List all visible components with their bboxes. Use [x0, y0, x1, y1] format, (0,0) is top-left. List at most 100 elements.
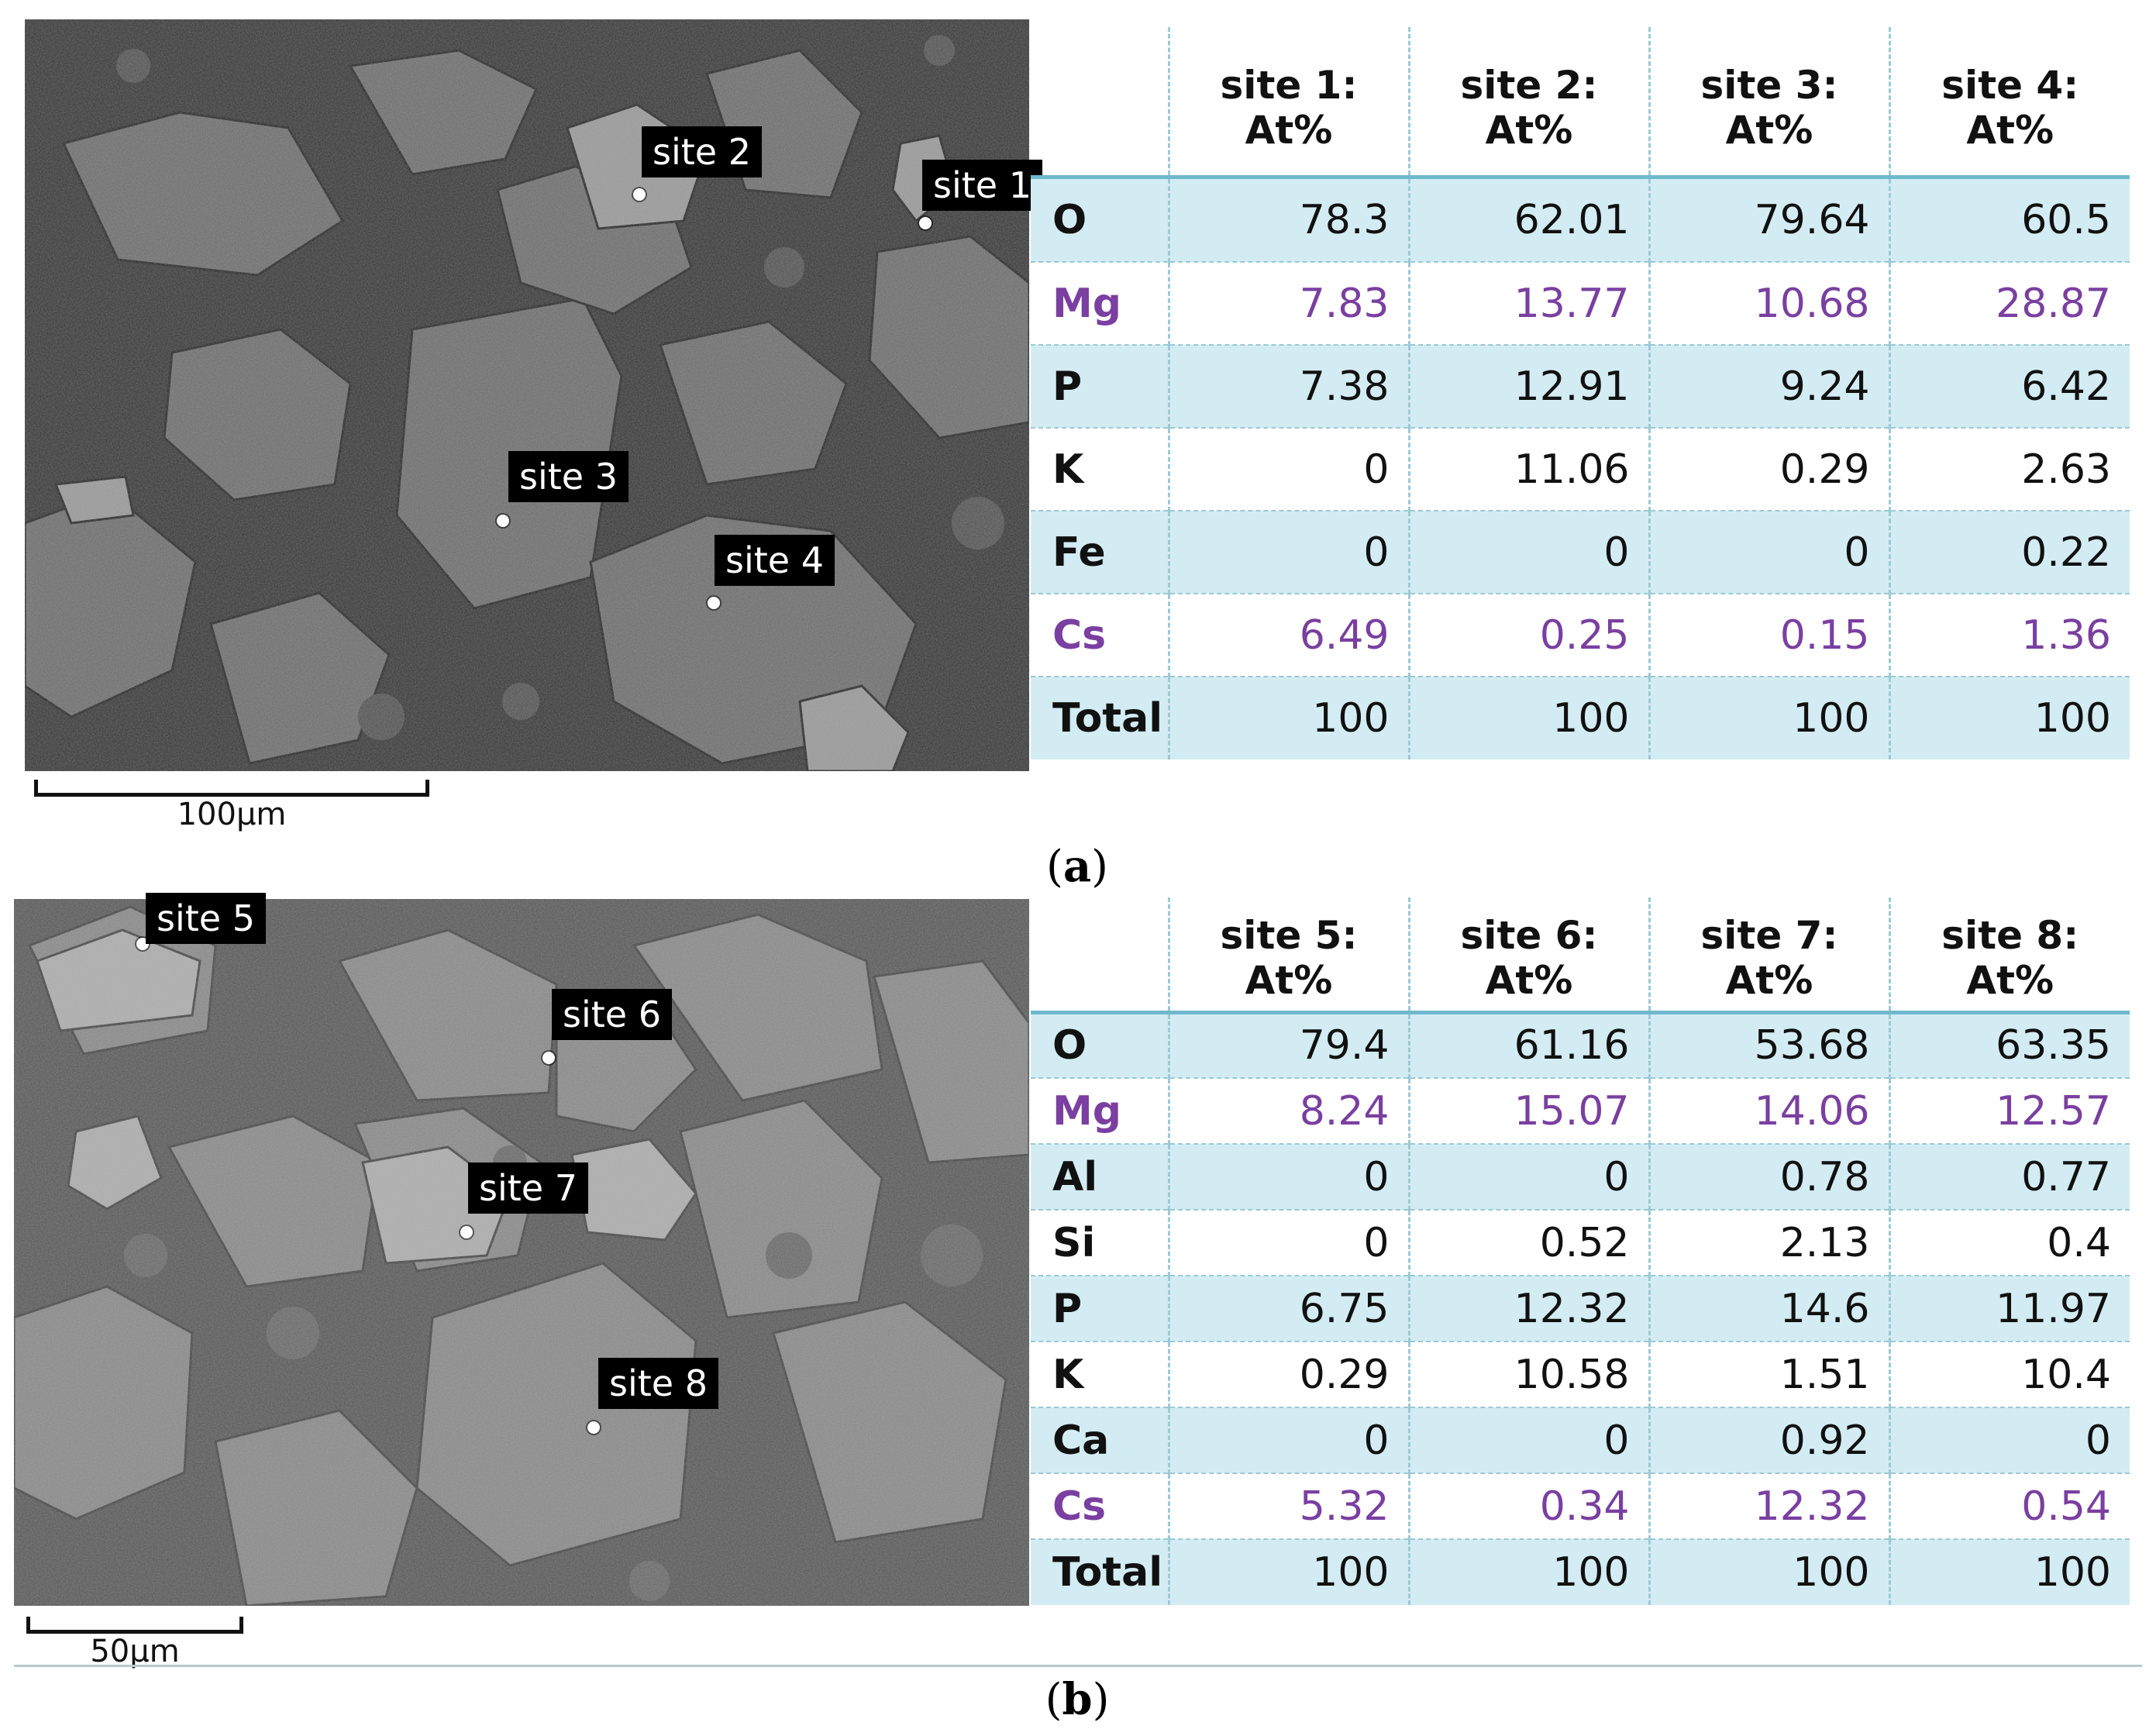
site-marker-dot: [919, 217, 932, 229]
value-cell: 100: [1167, 676, 1409, 760]
value-cell: 8.24: [1167, 1077, 1409, 1144]
value-cell: 0.15: [1648, 593, 1889, 677]
value-cell: 12.91: [1407, 344, 1649, 428]
column-header: site 4: At%: [1888, 27, 2130, 177]
value-cell: 1.51: [1648, 1341, 1889, 1407]
element-cell: O: [1031, 1010, 1169, 1078]
site-marker-dot: [708, 597, 720, 609]
table-row: Total 100 100 100 100: [1031, 1538, 2130, 1605]
element-cell: Mg: [1031, 261, 1169, 345]
corner-header: [1031, 27, 1169, 177]
site-label: site 7: [468, 1162, 588, 1214]
element-cell: Cs: [1031, 1472, 1169, 1539]
value-cell: 63.35: [1888, 1010, 2130, 1078]
table-row: Al 0 0 0.78 0.77: [1031, 1143, 2130, 1210]
value-cell: 60.5: [1888, 174, 2130, 262]
table-row: O 79.4 61.16 53.68 63.35: [1031, 1010, 2130, 1078]
table-row: Si 0 0.52 2.13 0.4: [1031, 1209, 2130, 1276]
element-cell: O: [1031, 174, 1169, 262]
scale-bar-label: 100μm: [177, 797, 287, 832]
column-header: site 6: At%: [1407, 897, 1649, 1012]
value-cell: 0.29: [1648, 427, 1889, 511]
column-header: site 7: At%: [1648, 897, 1889, 1012]
element-cell: Ca: [1031, 1407, 1169, 1473]
site-marker-dot: [633, 188, 646, 201]
panel-letter: a: [1063, 841, 1092, 892]
site-marker-dot: [497, 515, 509, 527]
site-label: site 2: [642, 126, 762, 177]
table-row: Fe 0 0 0 0.22: [1031, 510, 2130, 594]
scale-bar: 100μm: [34, 780, 429, 834]
value-cell: 15.07: [1407, 1077, 1649, 1144]
value-cell: 6.49: [1167, 593, 1409, 677]
element-cell: Cs: [1031, 593, 1169, 677]
value-cell: 78.3: [1167, 174, 1409, 262]
value-cell: 79.4: [1167, 1010, 1409, 1078]
table-row: K 0 11.06 0.29 2.63: [1031, 427, 2130, 511]
panel-letter: b: [1062, 1674, 1093, 1725]
value-cell: 5.32: [1167, 1472, 1409, 1539]
value-cell: 0.25: [1407, 593, 1649, 677]
column-header: site 5: At%: [1167, 897, 1409, 1012]
value-cell: 6.42: [1888, 344, 2130, 428]
value-cell: 0.78: [1648, 1143, 1889, 1210]
value-cell: 62.01: [1407, 174, 1649, 262]
value-cell: 28.87: [1888, 261, 2130, 345]
value-cell: 11.97: [1888, 1275, 2130, 1342]
value-cell: 0.77: [1888, 1143, 2130, 1210]
column-header: site 3: At%: [1648, 27, 1889, 177]
element-cell: P: [1031, 344, 1169, 428]
site-label: site 4: [715, 535, 835, 586]
site-marker-dot: [587, 1421, 600, 1434]
site-marker-dot: [460, 1226, 473, 1238]
table-row: P 6.75 12.32 14.6 11.97: [1031, 1275, 2130, 1342]
value-cell: 0.34: [1407, 1472, 1649, 1539]
panel-label-a: (a): [1045, 841, 1108, 892]
panel-label-b: (b): [1045, 1674, 1110, 1725]
element-cell: Total: [1031, 676, 1169, 760]
value-cell: 14.6: [1648, 1275, 1889, 1342]
sem-image-b: [14, 899, 1029, 1606]
element-cell: P: [1031, 1275, 1169, 1342]
table-row: K 0.29 10.58 1.51 10.4: [1031, 1341, 2130, 1407]
value-cell: 2.63: [1888, 427, 2130, 511]
value-cell: 14.06: [1648, 1077, 1889, 1144]
table-row: Cs 5.32 0.34 12.32 0.54: [1031, 1472, 2130, 1539]
element-cell: Al: [1031, 1143, 1169, 1210]
value-cell: 100: [1407, 1538, 1649, 1605]
value-cell: 11.06: [1407, 427, 1649, 511]
value-cell: 0: [1407, 1407, 1649, 1473]
value-cell: 0: [1167, 427, 1409, 511]
value-cell: 100: [1888, 676, 2130, 760]
value-cell: 0: [1407, 1143, 1649, 1210]
scale-bar-line: [34, 780, 429, 797]
column-header: site 2: At%: [1407, 27, 1649, 177]
element-cell: Fe: [1031, 510, 1169, 594]
value-cell: 0: [1888, 1407, 2130, 1473]
value-cell: 12.32: [1407, 1275, 1649, 1342]
value-cell: 7.83: [1167, 261, 1409, 345]
value-cell: 7.38: [1167, 344, 1409, 428]
table-row: O 78.3 62.01 79.64 60.5: [1031, 174, 2130, 262]
scale-bar: 50μm: [26, 1617, 243, 1671]
value-cell: 0: [1407, 510, 1649, 594]
element-cell: Total: [1031, 1538, 1169, 1605]
scale-bar-line: [26, 1617, 243, 1634]
value-cell: 61.16: [1407, 1010, 1649, 1078]
eds-table-b: site 5: At% site 6: At% site 7: At% site…: [1031, 897, 2130, 1605]
corner-header: [1031, 897, 1169, 1012]
value-cell: 0.52: [1407, 1209, 1649, 1276]
value-cell: 0: [1167, 1143, 1409, 1210]
value-cell: 13.77: [1407, 261, 1649, 345]
value-cell: 9.24: [1648, 344, 1889, 428]
value-cell: 10.68: [1648, 261, 1889, 345]
value-cell: 0.54: [1888, 1472, 2130, 1539]
panel-divider: [14, 1665, 2142, 1667]
element-cell: K: [1031, 1341, 1169, 1407]
value-cell: 100: [1407, 676, 1649, 760]
element-cell: K: [1031, 427, 1169, 511]
sem-image-a: [25, 19, 1029, 771]
value-cell: 6.75: [1167, 1275, 1409, 1342]
eds-table-a: site 1: At% site 2: At% site 3: At% site…: [1031, 27, 2130, 760]
value-cell: 12.57: [1888, 1077, 2130, 1144]
